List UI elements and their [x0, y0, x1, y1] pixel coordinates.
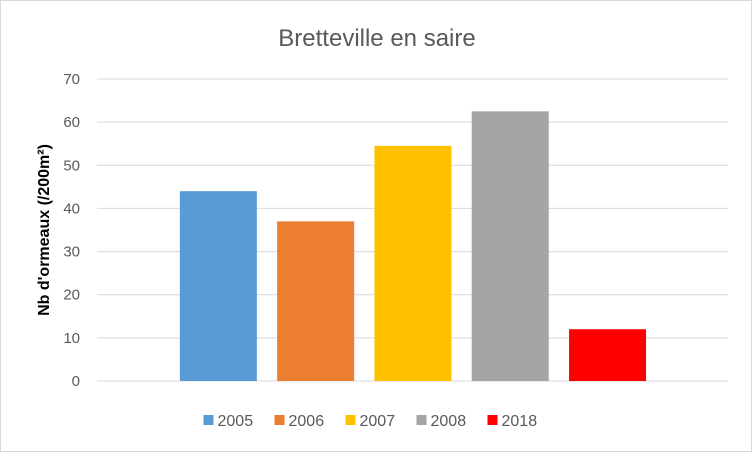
legend-label-2008: 2008 [431, 413, 467, 430]
bar-2006 [277, 221, 355, 381]
y-axis-ticks: 0 10 20 30 40 50 60 70 [63, 71, 80, 390]
legend-label-2007: 2007 [360, 413, 396, 430]
legend-label-2005: 2005 [218, 413, 254, 430]
bar-2018 [569, 329, 647, 381]
bars [179, 111, 647, 381]
legend-swatch-2008 [416, 415, 427, 425]
legend-swatch-2006 [274, 415, 285, 425]
y-tick-label: 40 [63, 200, 80, 217]
chart-title: Bretteville en saire [278, 25, 475, 52]
y-tick-label: 10 [63, 330, 80, 347]
legend: 2005 2006 2007 2008 2018 [203, 413, 538, 430]
legend-label-2018: 2018 [502, 413, 538, 430]
bar-2007 [374, 145, 452, 381]
y-tick-label: 60 [63, 114, 80, 131]
bar-2005 [179, 191, 257, 381]
legend-swatch-2005 [203, 415, 214, 425]
y-tick-label: 30 [63, 244, 80, 261]
bar-2008 [471, 111, 549, 381]
y-tick-label: 50 [63, 157, 80, 174]
y-axis-label: Nb d'ormeaux (/200m²) [36, 144, 53, 316]
y-tick-label: 70 [63, 71, 80, 88]
y-tick-label: 0 [72, 373, 80, 390]
y-tick-label: 20 [63, 287, 80, 304]
legend-swatch-2007 [345, 415, 356, 425]
legend-label-2006: 2006 [289, 413, 325, 430]
legend-swatch-2018 [487, 415, 498, 425]
